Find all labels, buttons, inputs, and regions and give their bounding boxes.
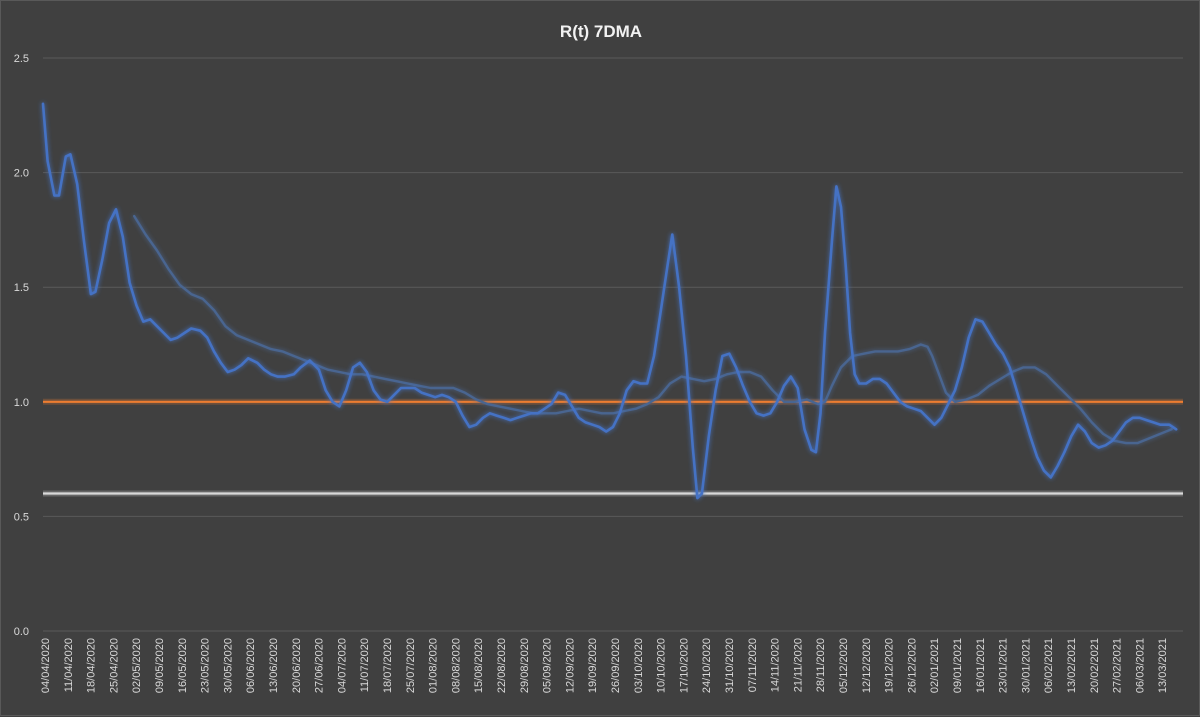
- y-tick-label: 2.0: [14, 168, 29, 180]
- x-tick-label: 02/05/2020: [131, 638, 143, 693]
- x-tick-label: 26/12/2020: [906, 638, 918, 693]
- x-tick-label: 19/09/2020: [587, 638, 599, 693]
- x-tick-label: 11/04/2020: [63, 638, 75, 692]
- x-tick-label: 01/08/2020: [428, 638, 440, 693]
- x-tick-label: 03/10/2020: [633, 638, 645, 693]
- x-tick-label: 11/07/2020: [359, 638, 371, 692]
- x-tick-label: 10/10/2020: [656, 638, 668, 693]
- x-tick-label: 06/06/2020: [245, 638, 257, 693]
- x-tick-label: 07/11/2020: [747, 638, 759, 692]
- x-tick-label: 19/12/2020: [884, 638, 896, 693]
- x-tick-label: 02/01/2021: [929, 638, 941, 693]
- x-tick-label: 20/02/2021: [1089, 638, 1101, 693]
- x-tick-label: 06/03/2021: [1134, 638, 1146, 693]
- x-tick-label: 21/11/2020: [792, 638, 804, 692]
- y-tick-label: 2.5: [14, 53, 29, 65]
- x-tick-label: 09/05/2020: [154, 638, 166, 693]
- x-tick-label: 12/12/2020: [861, 638, 873, 693]
- x-tick-label: 06/02/2021: [1043, 638, 1055, 693]
- x-tick-label: 18/07/2020: [382, 638, 394, 693]
- x-tick-label: 15/08/2020: [473, 638, 485, 693]
- x-tick-label: 23/05/2020: [200, 638, 212, 693]
- x-tick-label: 27/06/2020: [314, 638, 326, 693]
- y-tick-label: 0.5: [14, 511, 29, 523]
- x-tick-label: 05/12/2020: [838, 638, 850, 693]
- gridlines: [43, 57, 1183, 632]
- y-tick-label: 0.0: [14, 626, 29, 638]
- x-tick-label: 09/01/2021: [952, 638, 964, 693]
- x-tick-label: 17/10/2020: [678, 638, 690, 693]
- x-tick-label: 16/05/2020: [177, 638, 189, 693]
- x-tick-label: 14/11/2020: [770, 638, 782, 692]
- series-lines: [41, 102, 1178, 500]
- x-tick-label: 22/08/2020: [496, 638, 508, 693]
- x-tick-label: 12/09/2020: [564, 638, 576, 693]
- x-tick-label: 26/09/2020: [610, 638, 622, 693]
- x-tick-label: 08/08/2020: [450, 638, 462, 693]
- x-tick-label: 13/03/2021: [1157, 638, 1169, 693]
- x-tick-label: 30/05/2020: [222, 638, 234, 693]
- y-tick-label: 1.0: [14, 397, 29, 409]
- chart-title: R(t) 7DMA: [560, 22, 642, 41]
- x-tick-label: 20/06/2020: [291, 638, 303, 693]
- x-tick-label: 30/01/2021: [1020, 638, 1032, 693]
- x-tick-label: 28/11/2020: [815, 638, 827, 692]
- x-axis: 04/04/2020 11/04/2020 18/04/2020 25/04/2020…: [40, 638, 1169, 693]
- x-tick-label: 16/01/2021: [975, 638, 987, 693]
- reference-lines: [43, 398, 1183, 497]
- x-tick-label: 05/09/2020: [542, 638, 554, 693]
- series-line: [41, 102, 1178, 500]
- x-tick-label: 29/08/2020: [519, 638, 531, 693]
- x-tick-label: 31/10/2020: [724, 638, 736, 693]
- x-tick-label: 27/02/2021: [1112, 638, 1124, 693]
- series-line: [133, 214, 1173, 445]
- x-tick-label: 25/07/2020: [405, 638, 417, 693]
- x-tick-label: 04/07/2020: [336, 638, 348, 693]
- x-tick-label: 24/10/2020: [701, 638, 713, 693]
- y-axis: 0.0 0.5 1.0 1.5 2.0 2.5: [14, 53, 29, 638]
- x-tick-label: 25/04/2020: [108, 638, 120, 693]
- x-tick-label: 13/06/2020: [268, 638, 280, 693]
- y-tick-label: 1.5: [14, 282, 29, 294]
- x-tick-label: 13/02/2021: [1066, 638, 1078, 693]
- x-tick-label: 18/04/2020: [86, 638, 98, 693]
- x-tick-label: 04/04/2020: [40, 638, 52, 693]
- x-tick-label: 23/01/2021: [998, 638, 1010, 693]
